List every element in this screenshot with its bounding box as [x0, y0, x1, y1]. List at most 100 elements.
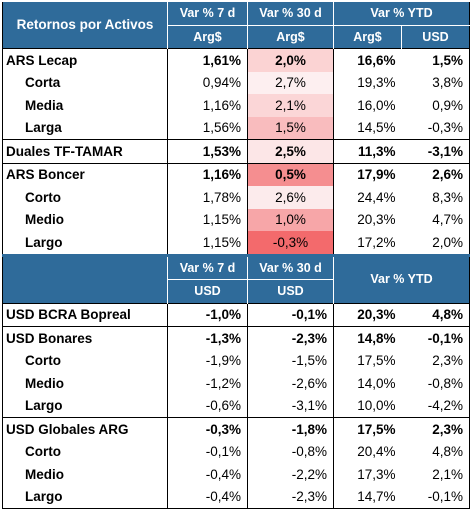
value-ytd-ars: 16,0% [333, 94, 402, 117]
value-30d: -0,3% [247, 231, 334, 255]
value-7d: 1,53% [167, 139, 248, 163]
value-7d: 1,16% [167, 94, 248, 117]
value-ytd-ars: 20,3% [333, 208, 402, 231]
value-ytd-usd: 2,1% [432, 466, 463, 482]
value-ytd-usd: -3,1% [401, 139, 470, 163]
row-label: Media [25, 97, 64, 113]
row-label: Corto [25, 444, 61, 459]
sub-row: Larga 1,56% 1,5% 14,5% -0,3% [3, 116, 470, 140]
value-30d: 0,5% [247, 162, 334, 186]
header2-currency-30d: USD [247, 279, 334, 303]
sub-row: Corta 0,94% 2,7% 19,3% 3,8% [3, 71, 470, 94]
sub-row: Medio -0,4% -2,2% 17,3% 2,1% [3, 463, 470, 486]
value-7d: 0,94% [167, 71, 248, 94]
sub-row: Largo -0,6% -3,1% 10,0% -4,2% [3, 394, 470, 418]
group-row: ARS Boncer 1,16% 0,5% 17,9% 2,6% [2, 162, 470, 186]
value-30d: 2,1% [247, 94, 334, 117]
value-ytd-usd: -0,1% [427, 489, 463, 504]
value-ytd-ars: 11,3% [333, 139, 402, 163]
value-30d: -2,2% [247, 463, 334, 486]
value-ytd-usd: -0,8% [427, 375, 463, 391]
value-7d: -1,3% [167, 326, 248, 350]
value-30d: -0,1% [247, 302, 334, 327]
value-ytd-usd: 0,9% [432, 97, 463, 113]
value-30d: -3,1% [247, 394, 334, 418]
row-label: Duales TF-TAMAR [2, 139, 168, 163]
value-7d: -0,4% [167, 485, 248, 509]
row-label: Medio [25, 466, 64, 482]
header-var-7d: Var % 7 d [167, 2, 248, 26]
value-ytd-ars: 16,6% [333, 48, 402, 72]
value-30d: -1,8% [247, 417, 334, 441]
value-7d: -1,0% [167, 302, 248, 327]
row-label: Corta [25, 75, 61, 90]
value-ytd-ars: 14,7% [333, 485, 402, 509]
row-label: USD Bonares [2, 326, 168, 350]
value-ytd-ars: 17,5% [333, 349, 402, 372]
sub-row: Largo 1,15% -0,3% 17,2% 2,0% [3, 231, 470, 255]
header-currency-ytd-usd: USD [401, 25, 470, 49]
sub-row: Medio 1,15% 1,0% 20,3% 4,7% [3, 208, 470, 231]
group-row: Duales TF-TAMAR 1,53% 2,5% 11,3% -3,1% [2, 139, 470, 163]
value-7d: -1,2% [167, 372, 248, 395]
value-7d: -0,4% [167, 463, 248, 486]
row-label: Largo [25, 398, 63, 413]
value-ytd-usd: 1,5% [401, 48, 470, 72]
group-row: USD Globales ARG -0,3% -1,8% 17,5% 2,3% [2, 417, 470, 441]
row-label: Largo [25, 489, 63, 504]
value-ytd-ars: 17,9% [333, 162, 402, 186]
header2-blank [2, 256, 168, 303]
group-row: USD Bonares -1,3% -2,3% 14,8% -0,1% [2, 326, 470, 350]
value-7d: 1,56% [167, 116, 248, 140]
group-row: USD BCRA Bopreal -1,0% -0,1% 20,3% 4,8% [2, 302, 470, 327]
value-ytd-usd: 2,0% [432, 234, 463, 250]
value-ytd-ars: 19,3% [333, 71, 402, 94]
header-row-currency: Arg$ Arg$ Arg$ USD [3, 25, 470, 49]
value-7d: 1,15% [167, 208, 248, 231]
header-currency-30d: Arg$ [247, 25, 334, 49]
row-label: Medio [25, 375, 64, 391]
value-30d: 2,0% [247, 48, 334, 72]
header2-var-30d: Var % 30 d [247, 256, 334, 280]
sub-row: Corto -0,1% -0,8% 20,4% 4,8% [3, 440, 470, 463]
value-7d: 1,15% [167, 231, 248, 255]
value-ytd-usd: 3,8% [432, 75, 463, 90]
value-30d: -0,8% [247, 440, 334, 463]
sub-row: Medio -1,2% -2,6% 14,0% -0,8% [3, 372, 470, 395]
row-label: Corto [25, 189, 61, 205]
row-label: USD Globales ARG [2, 417, 168, 441]
header-var-30d: Var % 30 d [247, 2, 334, 26]
value-ytd-usd: 2,3% [401, 417, 470, 441]
row-label: Largo [25, 234, 63, 250]
value-ytd-usd: 4,8% [401, 302, 470, 327]
value-ytd-usd: -0,1% [401, 326, 470, 350]
value-7d: 1,16% [167, 162, 248, 186]
value-ytd-usd: 2,6% [401, 162, 470, 186]
header2-row-top: Var % 7 d Var % 30 d Var % YTD [2, 256, 470, 303]
sub-row: Corto 1,78% 2,6% 24,4% 8,3% [3, 186, 470, 209]
value-ytd-usd: 8,3% [432, 189, 463, 205]
value-ytd-usd: -0,3% [427, 120, 463, 135]
table-title: Retornos por Activos [2, 2, 168, 49]
value-30d: 2,5% [247, 139, 334, 163]
row-label: Larga [25, 120, 62, 135]
value-30d: 2,7% [247, 71, 334, 94]
value-ytd-ars: 20,3% [333, 302, 402, 327]
value-30d: -2,3% [247, 485, 334, 509]
row-label: Corto [25, 353, 61, 368]
section-divider [2, 253, 470, 258]
value-ytd-ars: 20,4% [333, 440, 402, 463]
header2-row-currency: USD USD [3, 279, 470, 303]
value-30d: 1,0% [247, 208, 334, 231]
value-ytd-ars: 17,2% [333, 231, 402, 255]
header2-currency-7d: USD [167, 279, 248, 303]
sub-row: Media 1,16% 2,1% 16,0% 0,9% [3, 94, 470, 117]
header-currency-ytd-ars: Arg$ [333, 25, 402, 49]
header-row-top: Retornos por Activos Var % 7 d Var % 30 … [2, 2, 470, 49]
value-7d: 1,78% [167, 186, 248, 209]
value-30d: -2,6% [247, 372, 334, 395]
value-7d: 1,61% [167, 48, 248, 72]
value-7d: -0,6% [167, 394, 248, 418]
header-currency-7d: Arg$ [167, 25, 248, 49]
row-label: Medio [25, 212, 64, 227]
